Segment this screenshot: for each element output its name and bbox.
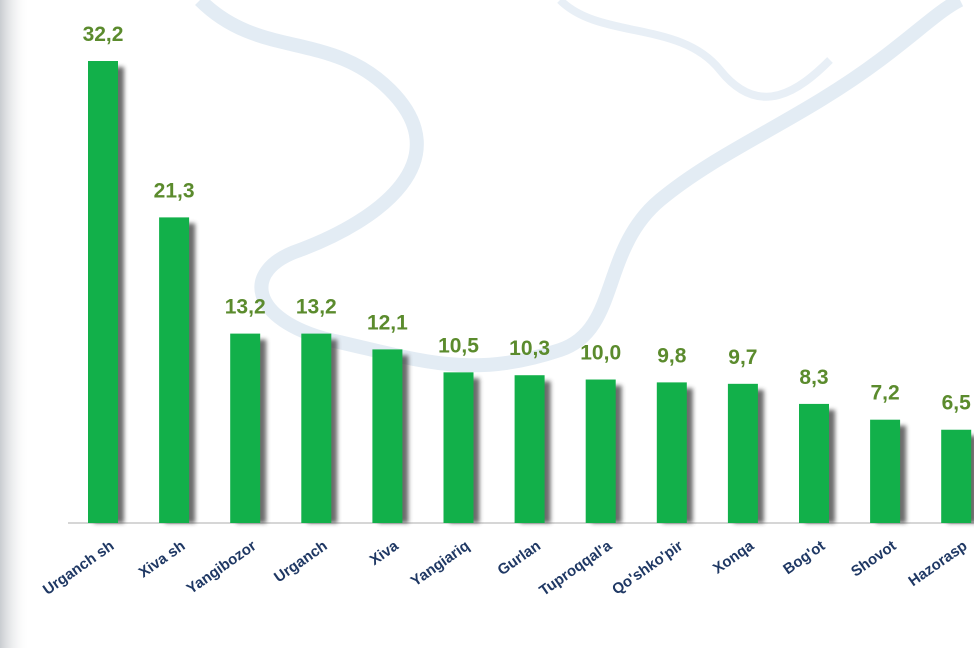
value-label: 9,8 <box>657 344 687 367</box>
bar <box>159 217 190 524</box>
value-label: 13,2 <box>225 296 266 319</box>
bar <box>301 333 332 523</box>
value-label: 8,3 <box>799 366 828 389</box>
bar <box>870 419 901 523</box>
edge-shade <box>0 0 30 648</box>
value-label: 10,5 <box>438 334 479 357</box>
bar <box>372 349 403 523</box>
value-label: 6,5 <box>942 392 972 415</box>
bar <box>656 382 687 523</box>
bar <box>88 61 118 523</box>
bar <box>799 403 829 523</box>
value-label: 13,2 <box>296 296 337 319</box>
map-decoration <box>195 0 964 373</box>
bar <box>727 383 758 523</box>
value-label: 10,3 <box>509 337 550 360</box>
value-label: 32,2 <box>83 23 124 46</box>
value-label: 10,0 <box>580 342 621 365</box>
bar <box>941 429 972 523</box>
bar <box>514 375 545 523</box>
bar <box>230 333 261 523</box>
value-label: 7,2 <box>870 382 899 405</box>
value-label: 12,1 <box>367 311 408 334</box>
map-decoration <box>557 0 833 101</box>
value-label: 21,3 <box>154 179 195 202</box>
value-label: 9,7 <box>728 346 757 369</box>
bar <box>443 372 474 523</box>
bar <box>585 379 616 523</box>
